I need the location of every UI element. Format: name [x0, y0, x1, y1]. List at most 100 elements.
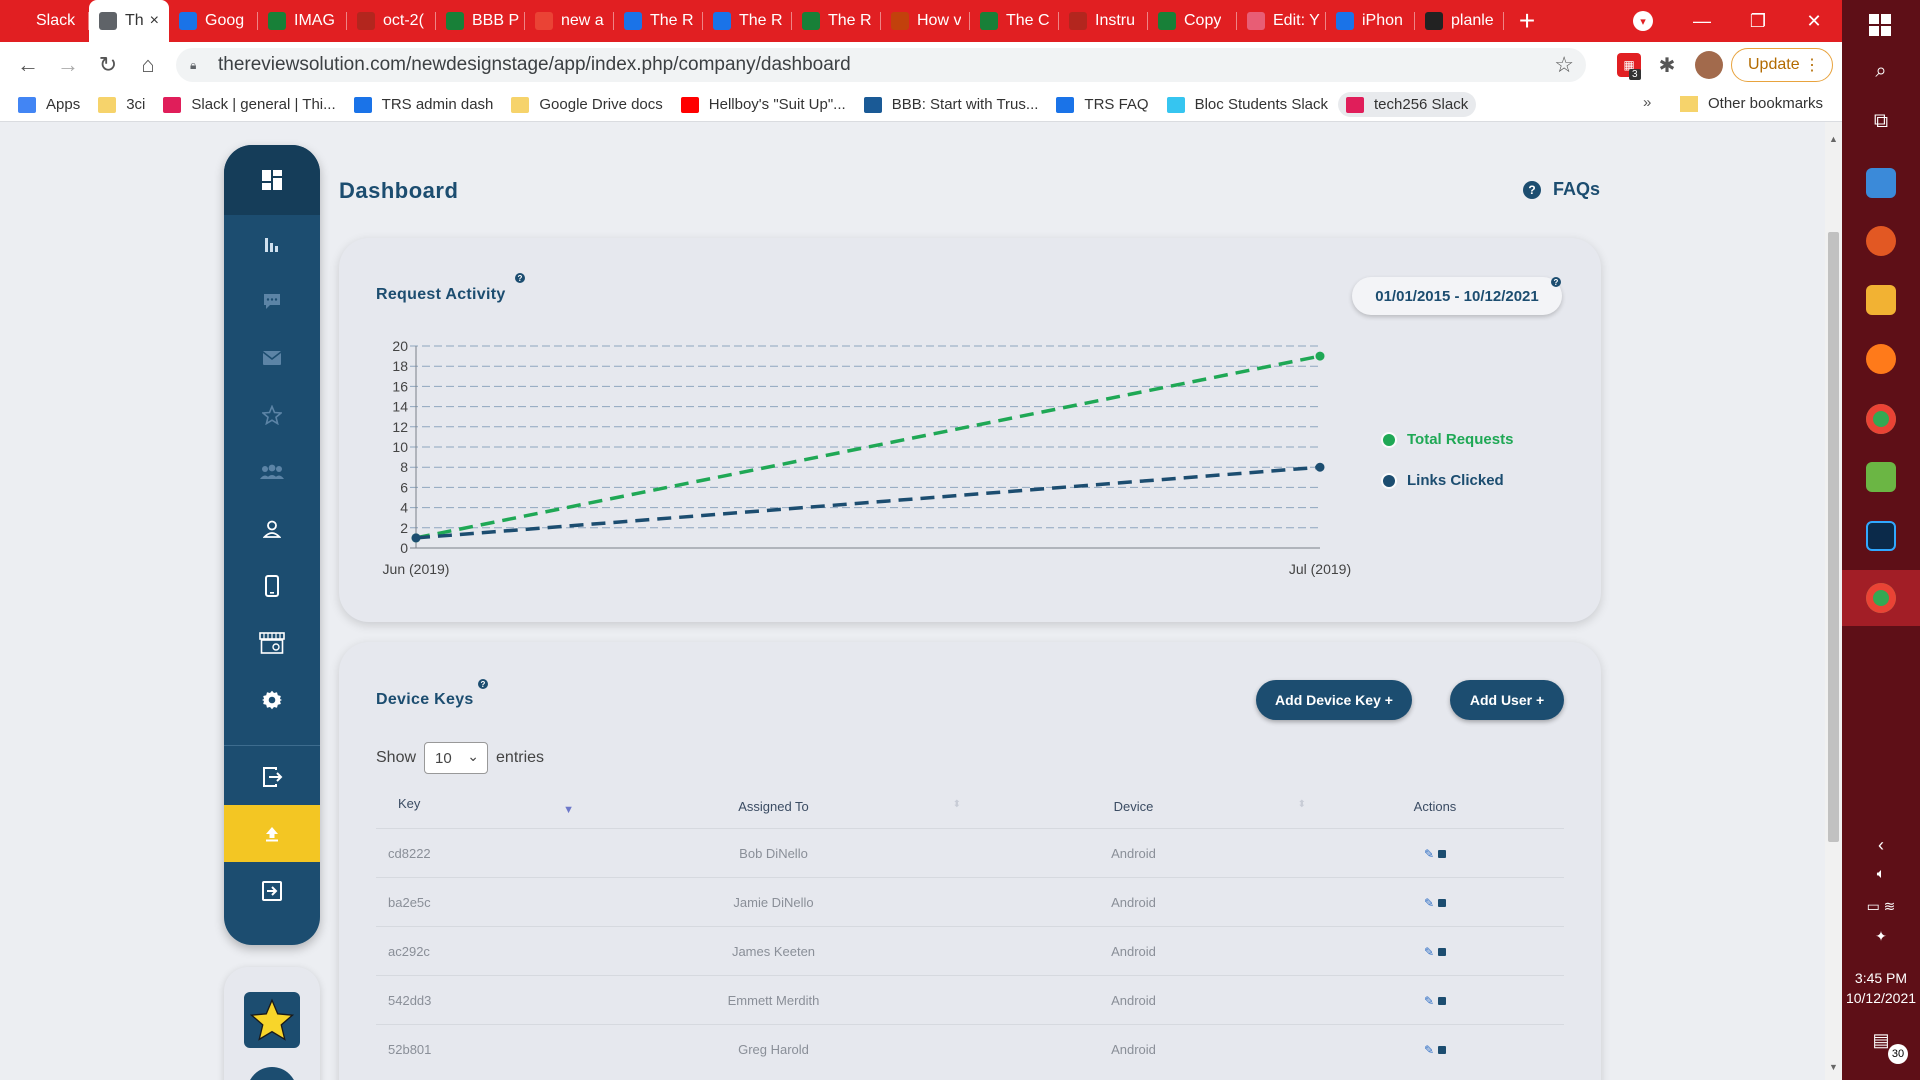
- volume-icon[interactable]: 🔈︎: [1876, 865, 1886, 881]
- favorite-tile[interactable]: [244, 992, 300, 1048]
- edit-icon[interactable]: ✎: [1423, 895, 1435, 910]
- browser-tab[interactable]: The R: [614, 0, 703, 42]
- search-icon[interactable]: ⌕: [1875, 60, 1887, 82]
- taskbar-clock[interactable]: 3:45 PM 10/12/2021: [1842, 968, 1920, 1008]
- faqs-link[interactable]: ? FAQs: [1523, 179, 1600, 200]
- restore-button[interactable]: ❐: [1749, 10, 1767, 31]
- add-user-button[interactable]: Add User +: [1450, 680, 1564, 720]
- browser-tab[interactable]: iPhon: [1326, 0, 1415, 42]
- browser-tab[interactable]: Slack: [0, 0, 89, 42]
- browser-tab[interactable]: The C: [970, 0, 1059, 42]
- sidenav-store[interactable]: [224, 614, 320, 671]
- browser-tab[interactable]: oct-2(: [347, 0, 436, 42]
- forward-icon[interactable]: →: [57, 52, 79, 77]
- browser-tab[interactable]: BBB P: [436, 0, 525, 42]
- browser-tab[interactable]: Edit: Y: [1237, 0, 1326, 42]
- scroll-up-icon[interactable]: ▲: [1829, 134, 1838, 144]
- legend-item[interactable]: Total Requests: [1383, 431, 1513, 448]
- windows-start-icon[interactable]: [1869, 14, 1891, 36]
- sidenav-logout[interactable]: [224, 862, 320, 919]
- browser-tab[interactable]: How v: [881, 0, 970, 42]
- sidenav-messages[interactable]: [224, 272, 320, 329]
- bookmark-item[interactable]: Slack | general | Thi...: [163, 96, 336, 113]
- back-icon[interactable]: ←: [17, 52, 39, 77]
- sidenav-dashboard[interactable]: [224, 145, 320, 215]
- calculator-icon[interactable]: [1866, 168, 1896, 198]
- browser-tab[interactable]: planle: [1415, 0, 1504, 42]
- update-button[interactable]: Update ⋮: [1731, 48, 1833, 82]
- lock-icon[interactable]: [1438, 947, 1447, 956]
- bookmark-item[interactable]: TRS FAQ: [1056, 96, 1149, 113]
- edit-icon[interactable]: ✎: [1423, 944, 1435, 959]
- column-header-key[interactable]: Key ▼: [376, 796, 586, 816]
- request-activity-help-icon[interactable]: ?: [515, 273, 525, 283]
- reload-icon[interactable]: ↻: [98, 52, 118, 77]
- edit-icon[interactable]: ✎: [1423, 846, 1435, 861]
- file-explorer-icon[interactable]: [1866, 285, 1896, 315]
- lock-icon[interactable]: [1438, 898, 1447, 907]
- entries-select[interactable]: 10 ⌄: [424, 742, 489, 774]
- sidenav-groups[interactable]: [224, 443, 320, 500]
- page-scrollbar[interactable]: ▲ ▼: [1825, 122, 1842, 1080]
- chrome-icon[interactable]: [1866, 404, 1896, 434]
- sidenav-reviews[interactable]: [224, 386, 320, 443]
- edit-icon[interactable]: ✎: [1423, 993, 1435, 1008]
- photo-app-icon[interactable]: [1866, 462, 1896, 492]
- extensions-puzzle-icon[interactable]: ✱: [1658, 54, 1676, 77]
- lock-icon[interactable]: [1438, 849, 1447, 858]
- date-range-picker[interactable]: 01/01/2015 - 10/12/2021: [1352, 277, 1562, 315]
- close-tab-icon[interactable]: ×: [149, 12, 160, 29]
- browser-tab[interactable]: new a: [525, 0, 614, 42]
- lock-icon[interactable]: [1438, 996, 1447, 1005]
- bookmark-item[interactable]: tech256 Slack: [1338, 92, 1477, 117]
- battery-wifi-icon[interactable]: ▭ ≋: [1866, 898, 1896, 914]
- bookmark-item[interactable]: Apps: [18, 96, 80, 113]
- browser-tab[interactable]: Instru: [1059, 0, 1148, 42]
- bookmark-item[interactable]: Google Drive docs: [511, 96, 663, 113]
- dropbox-icon[interactable]: ✦: [1875, 928, 1887, 944]
- column-header-assigned[interactable]: Assigned To ⬍: [586, 799, 961, 814]
- sidenav-email[interactable]: [224, 329, 320, 386]
- bookmark-item[interactable]: 3ci: [98, 96, 145, 113]
- browser-tab[interactable]: Copy: [1148, 0, 1237, 42]
- browser-tab[interactable]: Th ×: [89, 0, 169, 42]
- column-header-device[interactable]: Device ⬍: [961, 799, 1306, 814]
- new-tab-button[interactable]: +: [1518, 5, 1536, 36]
- sidenav-upload[interactable]: [224, 805, 320, 862]
- bookmark-item[interactable]: TRS admin dash: [353, 96, 493, 113]
- date-range-help-icon[interactable]: ?: [1551, 277, 1561, 287]
- browser-tab[interactable]: The R: [703, 0, 792, 42]
- lock-icon[interactable]: [1438, 1045, 1447, 1054]
- browser-tab[interactable]: IMAG: [258, 0, 347, 42]
- browser-tab[interactable]: Goog: [169, 0, 258, 42]
- bookmark-item[interactable]: Hellboy's "Suit Up"...: [680, 96, 846, 113]
- upload-circle-icon[interactable]: [247, 1067, 297, 1080]
- app-icon[interactable]: [1866, 226, 1896, 256]
- other-bookmarks[interactable]: Other bookmarks: [1680, 95, 1823, 112]
- sidenav-devices[interactable]: [224, 557, 320, 614]
- notification-icon[interactable]: ▤: [1872, 1030, 1890, 1050]
- sidenav-user[interactable]: [224, 500, 320, 557]
- avatar[interactable]: [1695, 51, 1723, 79]
- scroll-down-icon[interactable]: ▼: [1829, 1062, 1838, 1072]
- edit-icon[interactable]: ✎: [1423, 1042, 1435, 1057]
- bookmark-item[interactable]: Bloc Students Slack: [1166, 96, 1328, 113]
- close-window-button[interactable]: ✕: [1806, 10, 1822, 31]
- scrollbar-thumb[interactable]: [1828, 232, 1839, 842]
- browser-tab[interactable]: The R: [792, 0, 881, 42]
- sidenav-analytics[interactable]: [224, 215, 320, 272]
- firefox-icon[interactable]: [1866, 344, 1896, 374]
- chrome-profile-icon[interactable]: ▾: [1633, 11, 1653, 31]
- sidenav-export[interactable]: [224, 748, 320, 805]
- bookmark-star-icon[interactable]: ☆: [1554, 52, 1574, 77]
- device-keys-help-icon[interactable]: ?: [478, 679, 488, 689]
- home-icon[interactable]: ⌂: [141, 52, 155, 77]
- show-hidden-icons-icon[interactable]: ‹: [1878, 835, 1884, 855]
- minimize-button[interactable]: —: [1693, 10, 1711, 31]
- legend-item[interactable]: Links Clicked: [1383, 472, 1513, 489]
- photoshop-icon[interactable]: [1866, 521, 1896, 551]
- bookmark-item[interactable]: BBB: Start with Trus...: [863, 96, 1038, 113]
- sidenav-settings[interactable]: [224, 671, 320, 728]
- url-input[interactable]: 🔒︎ thereviewsolution.com/newdesignstage/…: [176, 48, 1586, 82]
- chrome-profile-icon[interactable]: [1866, 583, 1896, 613]
